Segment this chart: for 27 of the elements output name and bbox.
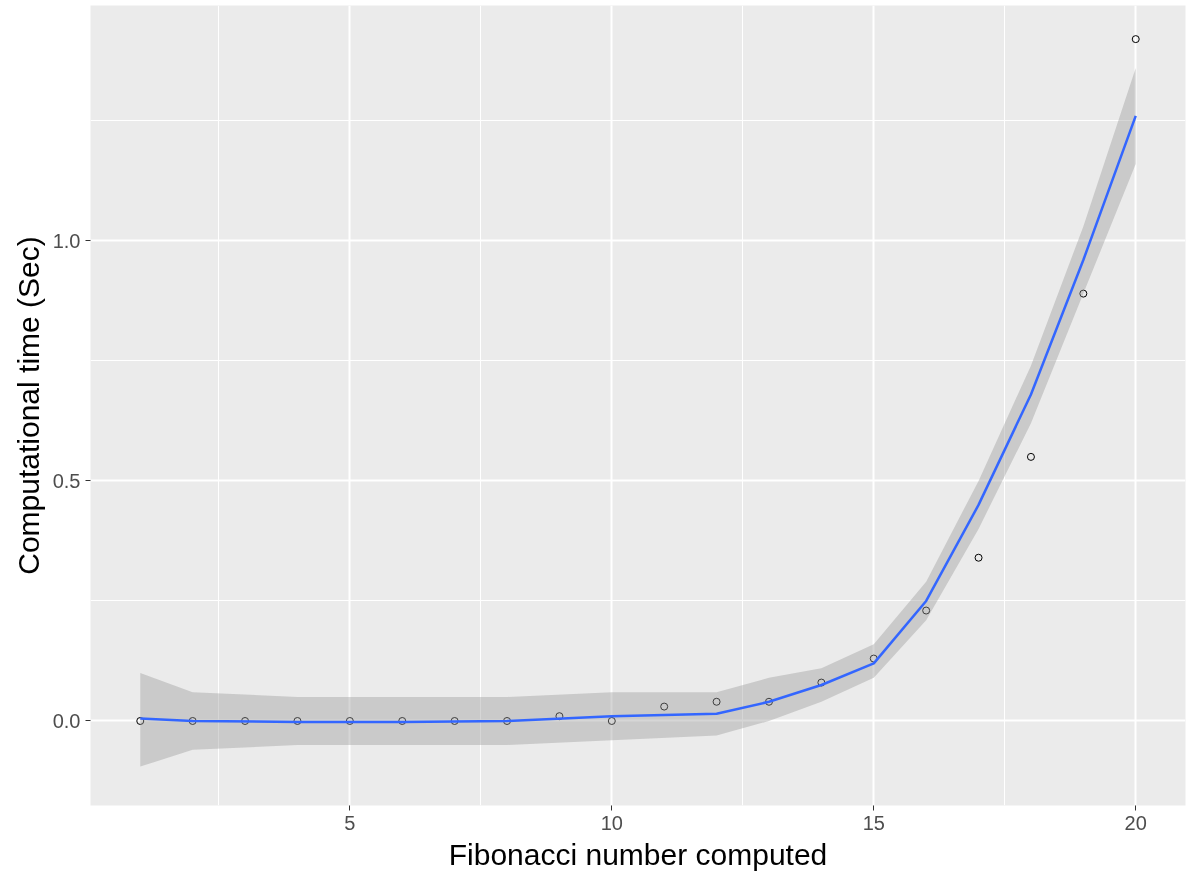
point [398,716,407,725]
point [450,716,459,725]
point [660,702,669,711]
y-tick-label: 0.0 [52,709,81,732]
point [136,716,145,725]
point [503,716,512,725]
x-axis-title: Fibonacci number computed [448,837,828,871]
x-tick-label: 15 [862,811,885,834]
point [607,716,616,725]
point [1026,452,1035,461]
y-axis-title: Computational time (Sec) [11,236,45,575]
point [293,716,302,725]
point [345,716,354,725]
x-tick-label: 5 [344,811,356,834]
point [1079,289,1088,298]
point [922,606,931,615]
point [241,716,250,725]
point [764,697,773,706]
x-tick-label: 10 [600,811,623,834]
point [188,716,197,725]
y-tick-label: 1.0 [52,229,81,252]
point [974,553,983,562]
point [712,697,721,706]
y-tick-label: 0.5 [52,469,81,492]
point [817,678,826,687]
x-tick-label: 20 [1124,811,1147,834]
point [1131,35,1140,44]
